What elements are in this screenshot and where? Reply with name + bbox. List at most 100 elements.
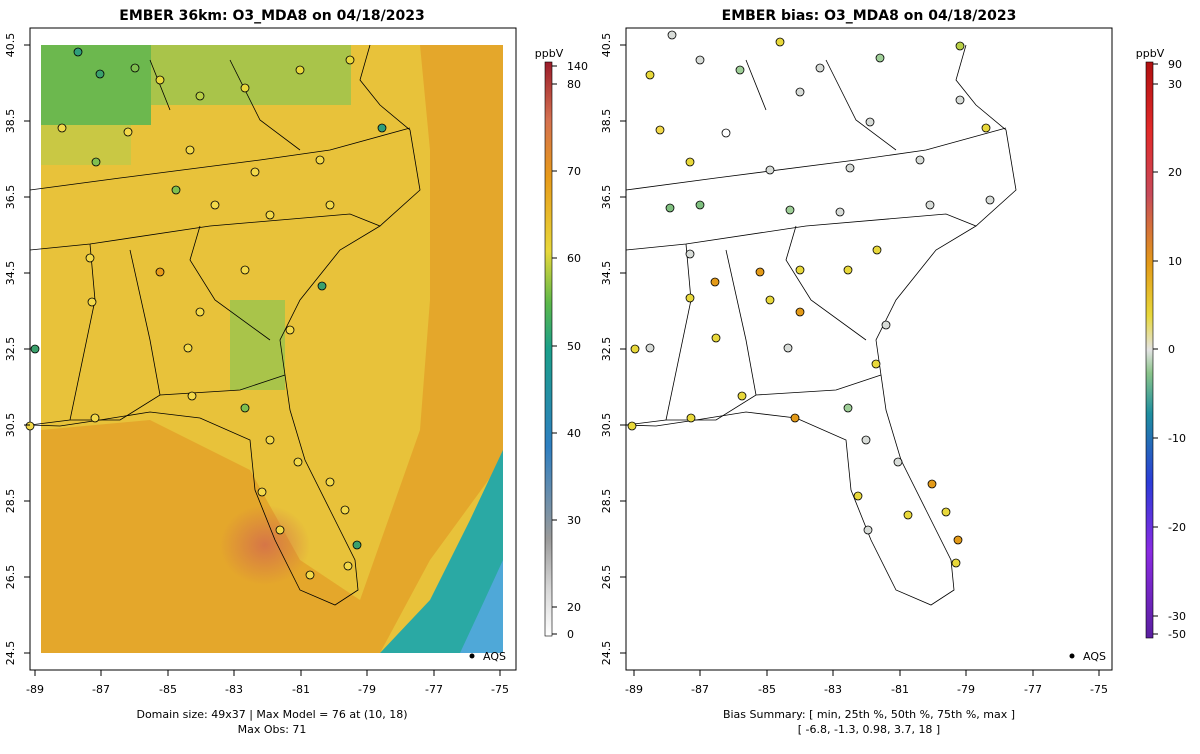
site-marker xyxy=(90,413,100,423)
site-marker xyxy=(927,479,937,489)
site-marker xyxy=(257,487,267,497)
y-tick-label: 26.5 xyxy=(600,565,613,590)
left-colorbar: ppbV 140 80 70 60 50 40 30 20 0 xyxy=(535,47,588,641)
colorbar-tick-label: 90 xyxy=(1168,58,1182,71)
site-marker xyxy=(667,30,677,40)
site-marker xyxy=(941,507,951,517)
site-marker xyxy=(903,510,913,520)
site-marker xyxy=(627,421,637,431)
site-marker xyxy=(881,320,891,330)
right-footer-line1: Bias Summary: [ min, 25th %, 50th %, 75t… xyxy=(723,708,1015,721)
colorbar-tick-label: -10 xyxy=(1168,432,1186,445)
site-marker xyxy=(73,47,83,57)
colorbar-tick-label: 60 xyxy=(567,252,581,265)
model-field-ocean-low xyxy=(380,450,503,653)
model-field-hotspot xyxy=(220,505,310,585)
right-y-ticks: 40.5 38.5 36.5 34.5 32.5 30.5 28.5 26.5 … xyxy=(600,33,613,666)
colorbar-tick-label: 20 xyxy=(567,601,581,614)
site-marker xyxy=(795,307,805,317)
y-tick-label: 28.5 xyxy=(4,489,17,514)
site-marker xyxy=(240,265,250,275)
site-marker xyxy=(123,127,133,137)
site-marker xyxy=(695,55,705,65)
y-tick-label: 34.5 xyxy=(4,261,17,286)
site-marker xyxy=(711,333,721,343)
x-tick-label: -79 xyxy=(358,683,376,696)
colorbar-tick-label: 30 xyxy=(567,514,581,527)
colorbar-tick-label: 10 xyxy=(1168,255,1182,268)
x-tick-label: -85 xyxy=(159,683,177,696)
site-marker xyxy=(95,69,105,79)
site-marker xyxy=(915,155,925,165)
right-colorbar-unit: ppbV xyxy=(1136,47,1165,60)
aqs-legend-marker xyxy=(1069,653,1075,659)
left-panel-title: EMBER 36km: O3_MDA8 on 04/18/2023 xyxy=(119,8,425,24)
site-marker xyxy=(630,344,640,354)
site-marker xyxy=(352,540,362,550)
site-marker xyxy=(293,457,303,467)
x-tick-label: -89 xyxy=(26,683,44,696)
y-tick-label: 40.5 xyxy=(4,33,17,58)
site-marker xyxy=(790,413,800,423)
y-tick-label: 38.5 xyxy=(4,109,17,134)
colorbar-tick-label: 50 xyxy=(567,340,581,353)
site-marker xyxy=(925,200,935,210)
site-marker xyxy=(871,359,881,369)
site-marker xyxy=(845,163,855,173)
site-marker xyxy=(155,75,165,85)
site-marker xyxy=(686,413,696,423)
site-marker xyxy=(893,457,903,467)
left-aqs-label: AQS xyxy=(483,650,506,663)
site-marker xyxy=(210,200,220,210)
right-x-ticks: -89 -87 -85 -83 -81 -79 -77 -75 xyxy=(625,683,1108,696)
aqs-legend-marker xyxy=(469,653,475,659)
model-field-nw-low xyxy=(41,45,151,125)
y-tick-label: 28.5 xyxy=(600,489,613,514)
site-marker xyxy=(87,297,97,307)
colorbar-tick-label: -20 xyxy=(1168,521,1186,534)
site-marker xyxy=(343,561,353,571)
site-marker xyxy=(765,165,775,175)
site-marker xyxy=(863,525,873,535)
site-marker xyxy=(345,55,355,65)
left-boundaries xyxy=(30,44,421,606)
site-marker xyxy=(275,525,285,535)
x-tick-label: -87 xyxy=(691,683,709,696)
site-marker xyxy=(981,123,991,133)
site-marker xyxy=(340,505,350,515)
site-marker xyxy=(955,95,965,105)
site-marker xyxy=(91,157,101,167)
site-marker xyxy=(735,65,745,75)
site-marker xyxy=(785,205,795,215)
colorbar-tick-label: 20 xyxy=(1168,166,1182,179)
site-marker xyxy=(695,200,705,210)
y-tick-label: 30.5 xyxy=(4,413,17,438)
site-marker xyxy=(171,185,181,195)
y-tick-label: 40.5 xyxy=(600,33,613,58)
site-marker xyxy=(721,128,731,138)
site-marker xyxy=(185,145,195,155)
y-tick-label: 32.5 xyxy=(600,337,613,362)
site-marker xyxy=(645,343,655,353)
site-marker xyxy=(317,281,327,291)
x-tick-label: -83 xyxy=(824,683,842,696)
site-marker xyxy=(835,207,845,217)
y-tick-label: 38.5 xyxy=(600,109,613,134)
site-marker xyxy=(783,343,793,353)
site-marker xyxy=(755,267,765,277)
x-tick-label: -75 xyxy=(1090,683,1108,696)
site-marker xyxy=(183,343,193,353)
site-marker xyxy=(665,203,675,213)
left-y-ticks: 40.5 38.5 36.5 34.5 32.5 30.5 28.5 26.5 … xyxy=(4,33,17,666)
y-tick-label: 36.5 xyxy=(600,185,613,210)
left-x-ticks: -89 -87 -85 -83 -81 -79 -77 -75 xyxy=(26,683,509,696)
site-marker xyxy=(951,558,961,568)
left-footer-line1: Domain size: 49x37 | Max Model = 76 at (… xyxy=(136,708,407,721)
site-marker xyxy=(685,249,695,259)
y-tick-label: 26.5 xyxy=(4,565,17,590)
colorbar-tick-label: 80 xyxy=(567,78,581,91)
x-tick-label: -81 xyxy=(292,683,310,696)
colorbar-tick-label: 70 xyxy=(567,165,581,178)
colorbar-tick-label: 30 xyxy=(1168,78,1182,91)
site-marker xyxy=(765,295,775,305)
